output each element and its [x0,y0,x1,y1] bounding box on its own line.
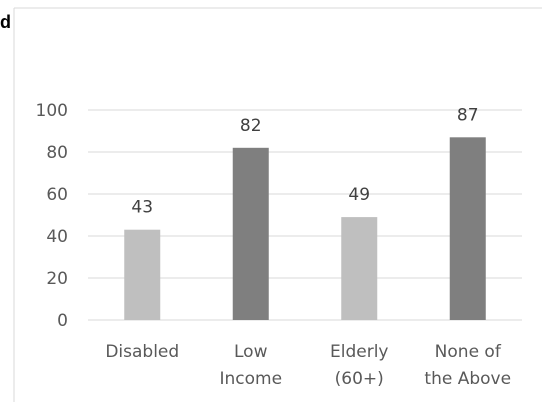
y-tick-label: 20 [46,269,68,289]
x-category-label-line: Disabled [105,342,179,362]
cut-off-title-fragment: d [0,12,11,32]
bar-value-label: 82 [240,116,262,136]
x-category-label: Disabled [105,342,179,362]
data-labels: 43 82 49 87 [131,105,478,217]
y-tick-label: 0 [57,311,68,331]
x-category-label: None of the Above [424,342,511,389]
x-axis-category-labels: Disabled Low Income Elderly (60+) None of the … [105,342,511,389]
y-axis-tick-labels: 0 20 40 60 80 100 [36,101,68,331]
gridlines [88,109,522,321]
x-category-label-line: (60+) [335,369,384,389]
bar [124,229,161,320]
y-tick-label: 60 [46,185,68,205]
bar-value-label: 49 [348,185,370,205]
y-tick-label: 100 [36,101,68,121]
bar [449,137,486,320]
x-category-label-line: the Above [424,369,511,389]
bar-value-label: 87 [457,105,479,125]
x-category-label: Elderly (60+) [330,342,389,389]
bar-value-label: 43 [131,198,153,218]
x-category-label: Low Income [219,342,282,389]
y-tick-label: 40 [46,227,68,247]
x-category-label-line: Low [234,342,268,362]
x-category-label-line: Elderly [330,342,389,362]
x-category-label-line: Income [219,369,282,389]
bar [341,217,378,320]
bars [124,137,486,320]
x-category-label-line: None of [435,342,502,362]
bar [232,147,269,320]
y-tick-label: 80 [46,143,68,163]
